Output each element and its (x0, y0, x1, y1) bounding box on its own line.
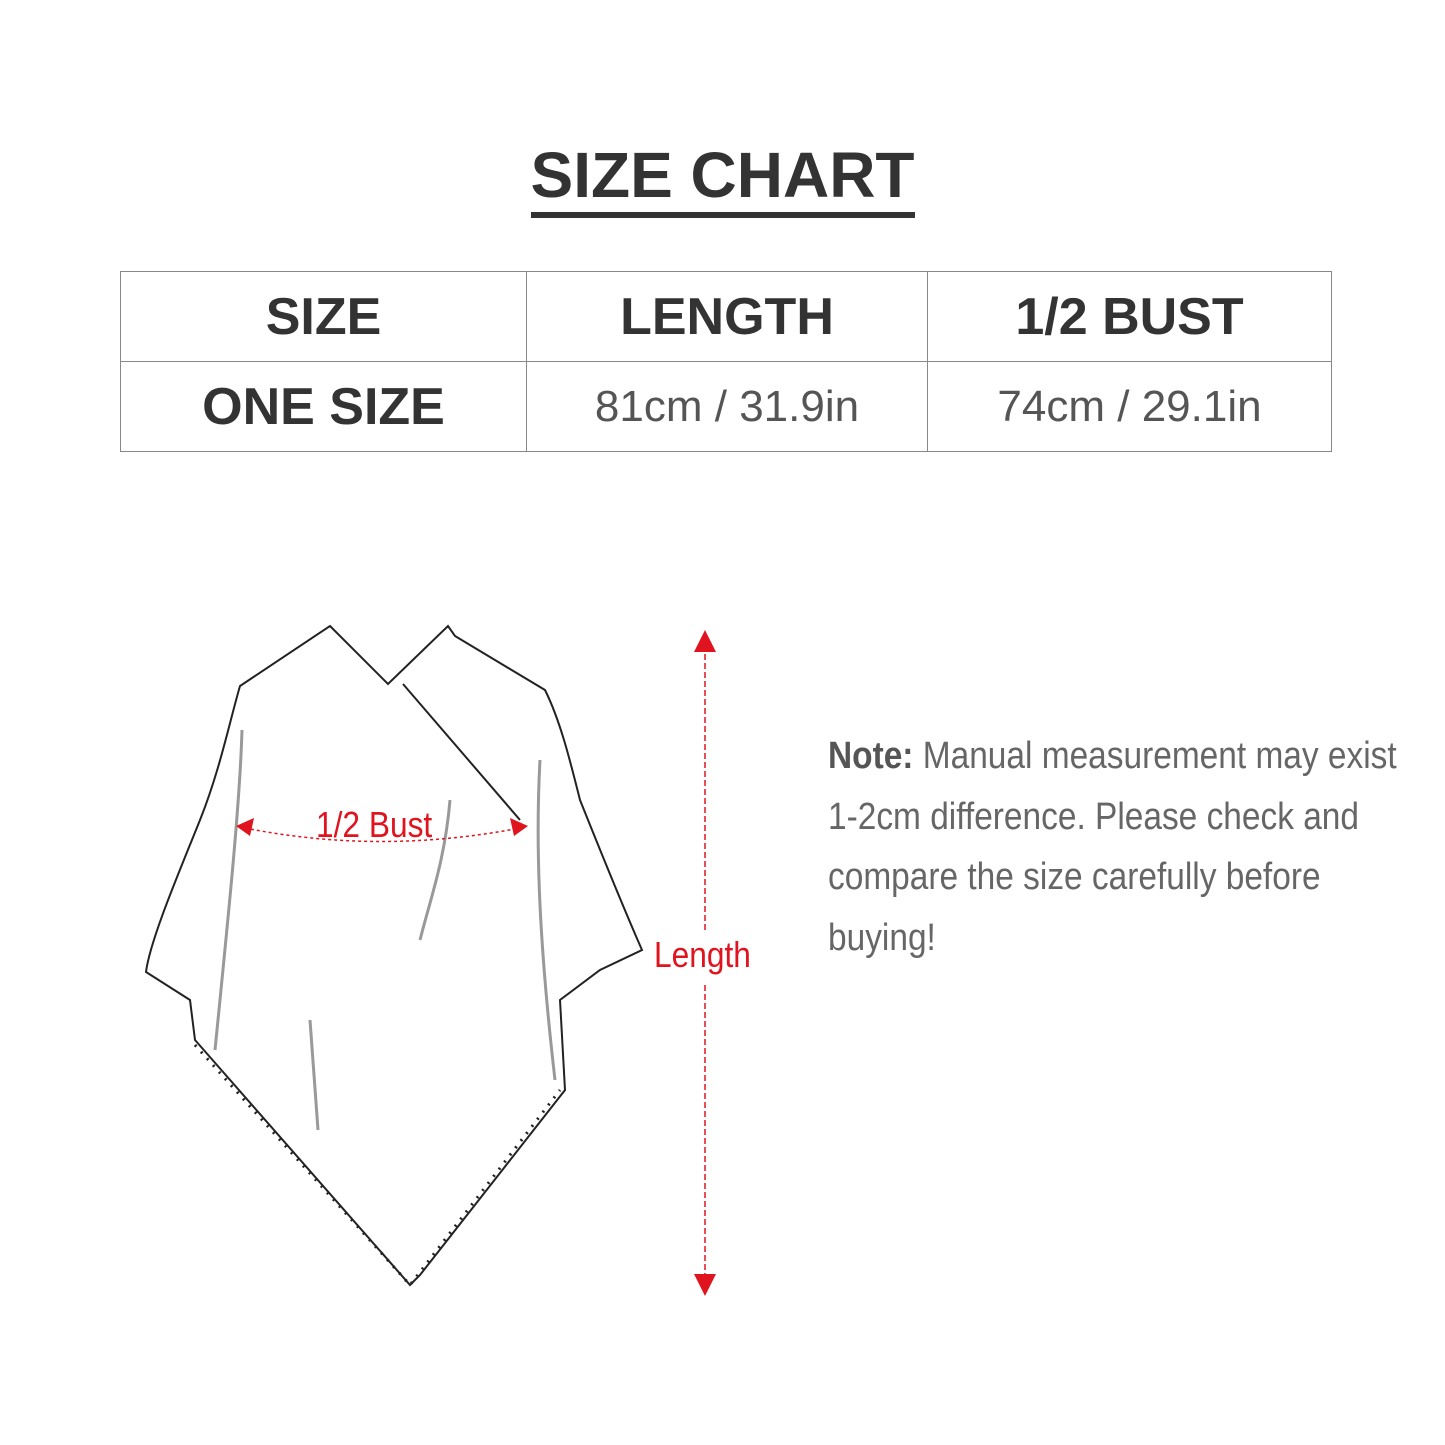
header-size: SIZE (120, 271, 527, 362)
poncho-outline (144, 624, 644, 1287)
page-title: SIZE CHART (0, 138, 1445, 218)
cell-length: 81cm / 31.9in (526, 361, 928, 452)
header-bust: 1/2 BUST (927, 271, 1332, 362)
note-label: Note: (828, 735, 914, 777)
length-arrow-up-icon (694, 630, 716, 652)
measurement-note: Note: Manual measurement may exist 1-2cm… (828, 726, 1426, 968)
table-row: ONE SIZE 81cm / 31.9in 74cm / 29.1in (120, 361, 1332, 452)
note-text: Manual measurement may exist 1-2cm diffe… (828, 735, 1397, 959)
table-header-row: SIZE LENGTH 1/2 BUST (120, 271, 1332, 362)
bust-arrow-right-icon (510, 818, 528, 836)
poncho-folds (213, 729, 557, 1131)
length-label: Length (654, 934, 751, 975)
bust-label: 1/2 Bust (316, 804, 433, 845)
bust-measure-line (244, 827, 521, 843)
bust-arrow-left-icon (236, 818, 254, 836)
length-arrow-down-icon (694, 1274, 716, 1296)
size-table: SIZE LENGTH 1/2 BUST ONE SIZE 81cm / 31.… (120, 271, 1332, 452)
cell-bust: 74cm / 29.1in (927, 361, 1332, 452)
tassel-fringe (193, 1043, 562, 1288)
cell-size: ONE SIZE (120, 361, 527, 452)
